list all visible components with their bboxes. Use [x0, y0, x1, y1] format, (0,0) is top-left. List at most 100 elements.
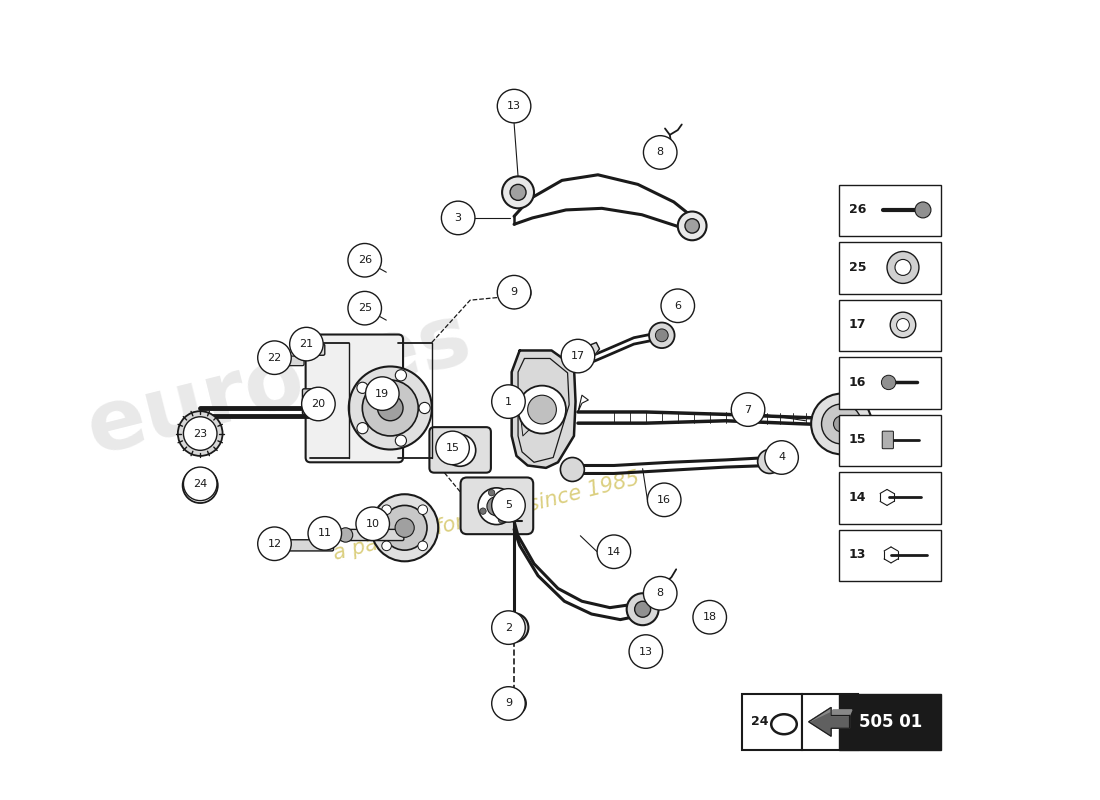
Text: 22: 22 — [267, 353, 282, 362]
Circle shape — [443, 434, 475, 466]
Circle shape — [732, 393, 764, 426]
Circle shape — [635, 602, 650, 618]
Text: 4: 4 — [778, 453, 785, 462]
Circle shape — [644, 577, 676, 610]
Circle shape — [895, 259, 911, 275]
FancyBboxPatch shape — [839, 694, 942, 750]
Text: 13: 13 — [639, 646, 652, 657]
Circle shape — [507, 621, 521, 634]
FancyBboxPatch shape — [839, 530, 942, 582]
Circle shape — [308, 517, 342, 550]
Circle shape — [915, 202, 931, 218]
Circle shape — [478, 488, 515, 525]
Circle shape — [371, 494, 438, 562]
FancyBboxPatch shape — [839, 242, 942, 294]
Text: 8: 8 — [657, 588, 663, 598]
Circle shape — [661, 289, 694, 322]
Text: 11: 11 — [318, 528, 332, 538]
Circle shape — [436, 431, 470, 465]
Text: 17: 17 — [571, 351, 585, 361]
Text: 19: 19 — [375, 389, 389, 398]
Text: 13: 13 — [507, 101, 521, 111]
Circle shape — [834, 416, 849, 432]
Circle shape — [498, 517, 505, 523]
Text: 8: 8 — [657, 147, 663, 158]
Polygon shape — [808, 707, 851, 722]
Circle shape — [685, 218, 700, 233]
Circle shape — [419, 402, 430, 414]
Text: 23: 23 — [194, 429, 207, 438]
Text: 24: 24 — [194, 479, 207, 489]
Circle shape — [257, 341, 292, 374]
Circle shape — [441, 201, 475, 234]
Circle shape — [497, 90, 531, 123]
Circle shape — [492, 611, 525, 644]
Polygon shape — [575, 342, 600, 358]
FancyBboxPatch shape — [302, 389, 316, 414]
Text: 16: 16 — [657, 495, 671, 505]
Circle shape — [508, 282, 531, 304]
Circle shape — [887, 251, 918, 283]
Circle shape — [649, 322, 674, 348]
FancyBboxPatch shape — [839, 472, 942, 524]
Circle shape — [528, 395, 557, 424]
Circle shape — [629, 634, 662, 668]
FancyBboxPatch shape — [802, 694, 858, 750]
Text: 9: 9 — [510, 287, 518, 297]
FancyBboxPatch shape — [882, 431, 893, 449]
Circle shape — [383, 506, 427, 550]
Circle shape — [339, 528, 353, 542]
Text: 14: 14 — [849, 491, 866, 504]
FancyBboxPatch shape — [839, 357, 942, 409]
Circle shape — [362, 380, 418, 436]
Text: 1: 1 — [505, 397, 512, 406]
Text: 16: 16 — [849, 376, 866, 389]
Circle shape — [348, 291, 382, 325]
Text: 505 01: 505 01 — [859, 713, 922, 731]
Circle shape — [349, 366, 432, 450]
Circle shape — [758, 450, 782, 474]
Text: 7: 7 — [745, 405, 751, 414]
Circle shape — [356, 507, 389, 541]
Text: 17: 17 — [849, 318, 866, 331]
Text: 15: 15 — [849, 434, 866, 446]
Text: 24: 24 — [751, 715, 769, 728]
Circle shape — [811, 394, 872, 454]
Circle shape — [648, 483, 681, 517]
Text: 5: 5 — [505, 501, 512, 510]
Circle shape — [514, 287, 525, 298]
Circle shape — [499, 614, 528, 642]
Circle shape — [356, 382, 369, 394]
Circle shape — [518, 386, 567, 434]
Circle shape — [890, 312, 916, 338]
Circle shape — [656, 329, 668, 342]
Circle shape — [356, 422, 369, 434]
Circle shape — [418, 505, 428, 514]
Circle shape — [487, 497, 506, 516]
Circle shape — [257, 527, 292, 561]
FancyBboxPatch shape — [306, 334, 403, 462]
Text: 12: 12 — [267, 538, 282, 549]
Text: a passion for parts since 1985: a passion for parts since 1985 — [331, 468, 641, 564]
Circle shape — [395, 435, 407, 446]
Text: 15: 15 — [446, 443, 460, 453]
Circle shape — [187, 421, 213, 446]
Circle shape — [508, 698, 519, 709]
FancyBboxPatch shape — [839, 300, 942, 351]
Circle shape — [184, 417, 217, 450]
Circle shape — [560, 458, 584, 482]
Circle shape — [365, 377, 399, 410]
Circle shape — [597, 535, 630, 569]
Circle shape — [492, 686, 525, 720]
Polygon shape — [808, 707, 849, 736]
FancyBboxPatch shape — [839, 185, 942, 236]
Circle shape — [507, 498, 514, 505]
Text: 21: 21 — [299, 339, 314, 349]
FancyBboxPatch shape — [299, 344, 324, 355]
Text: 25: 25 — [849, 261, 866, 274]
Circle shape — [627, 594, 659, 626]
Text: 14: 14 — [607, 546, 621, 557]
Text: 9: 9 — [505, 698, 512, 709]
Text: 13: 13 — [849, 549, 866, 562]
Circle shape — [418, 541, 428, 550]
